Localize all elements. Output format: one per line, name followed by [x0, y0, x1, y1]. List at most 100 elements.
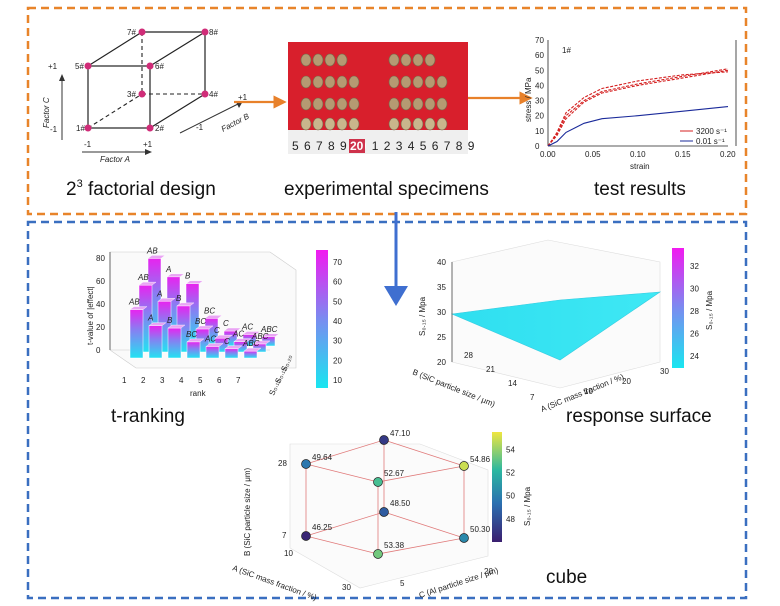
factor-c-arrow-icon [59, 74, 65, 81]
specimen-pellet [388, 117, 400, 131]
rs-y-tick: 28 [464, 351, 473, 360]
y-tick-label: 20 [535, 112, 544, 121]
rs-surface [450, 291, 662, 361]
tr-bar [148, 325, 163, 359]
specimen-pellet [348, 75, 360, 89]
tr-bar-top [157, 298, 176, 302]
rs-z-tick: 20 [437, 358, 446, 367]
vertex-label-2: 2# [155, 124, 164, 133]
cube-point-label: 48.50 [390, 499, 411, 508]
vertex-8 [201, 28, 209, 36]
cube-point-label: 54.86 [470, 455, 491, 464]
series-line [547, 106, 729, 147]
specimen-pellets [300, 53, 448, 131]
specimen-pellet [336, 97, 348, 111]
y-tick-label: 30 [535, 97, 544, 106]
tr-bar [224, 348, 239, 359]
specimen-pellet [336, 75, 348, 89]
cube-vertices [84, 28, 209, 132]
tr-y-label: t-value of |effect| [86, 286, 95, 345]
factor-b-axis [179, 102, 241, 134]
series-line [547, 71, 729, 147]
specimen-pellet [400, 75, 412, 89]
tr-x-tick: 2 [141, 376, 146, 385]
tr-x-tick: 6 [217, 376, 222, 385]
factor-c-plus: +1 [48, 62, 58, 71]
vertex-3 [138, 90, 146, 98]
tr-bar-label: C [214, 326, 220, 335]
bottom-panel-border [26, 220, 748, 600]
tr-bar-top [205, 343, 224, 347]
cube-z-label: A (SiC mass fraction / %) [231, 563, 318, 602]
top-panel-border [26, 6, 748, 216]
tr-bar-label: ABC [260, 325, 278, 334]
legend-high-rate: 3200 s⁻¹ [696, 127, 727, 136]
legend-low-rate: 0.01 s⁻¹ [696, 137, 725, 146]
cube-point [373, 549, 383, 559]
cube-point [373, 477, 383, 487]
cube-xtick-5: 5 [400, 579, 405, 588]
x-tick-label: 0.00 [540, 150, 556, 159]
tr-bar-label: B [176, 294, 182, 303]
tr-bar-top [185, 280, 204, 284]
cube-point [301, 531, 311, 541]
tr-bar [167, 327, 182, 359]
specimen-pellet [312, 53, 324, 67]
tr-bar-label: ABC [242, 339, 260, 348]
rs-x-tick: 30 [660, 367, 669, 376]
vertex-1 [84, 124, 92, 132]
chart-title: 1# [562, 46, 571, 55]
tr-x-tick: 5 [198, 376, 203, 385]
tr-bar-label: ABC [251, 332, 269, 341]
rs-y-tick: 7 [530, 393, 535, 402]
factor-a-minus: -1 [84, 140, 92, 149]
y-axis-label: stress / MPa [524, 77, 533, 122]
rs-z-tick: 30 [437, 308, 446, 317]
tr-bar-top [138, 281, 157, 286]
rs-z-tick: 25 [437, 333, 446, 342]
cube-colorbar-tick: 54 [506, 445, 515, 454]
tr-bar-top [195, 325, 214, 330]
tr-x-tick: 1 [122, 376, 127, 385]
cube-edges [87, 31, 206, 129]
tr-bar-top [167, 324, 186, 329]
factor-c-minus: -1 [50, 125, 58, 134]
ruler-highlight-label: 20 [350, 139, 364, 153]
tr-colorbar-tick: 60 [333, 278, 342, 287]
tr-bar-top [129, 306, 148, 310]
factor-a-arrow-icon [145, 149, 152, 155]
tr-bar [129, 309, 144, 359]
factorial-cube-diagram: 1# 2# 3# 4# 5# 6# 7# 8# +1 -1 -1 +1 -1 +… [42, 28, 251, 164]
cube-point [459, 533, 469, 543]
tr-bar-top [204, 315, 223, 319]
tr-bar-top [233, 338, 252, 342]
specimen-pellet [312, 117, 324, 131]
specimen-pellet [336, 53, 348, 67]
rs-colorbar-tick: 28 [690, 307, 699, 316]
factor-a-plus: +1 [143, 140, 153, 149]
cube-point [459, 461, 469, 471]
tr-bar-label: AB [128, 298, 140, 307]
cube-scatter-chart: 49.64 47.10 52.67 54.86 46.25 48.50 53.38 50.30… [231, 429, 532, 602]
caption-test-results: test results [594, 179, 686, 200]
rs-colorbar [672, 248, 684, 368]
tr-bar-top [166, 273, 185, 278]
rs-z-tick: 35 [437, 283, 446, 292]
rs-colorbar-label: S₀.₁₅ / Mpa [705, 290, 714, 330]
tr-bar-label: BC [204, 306, 215, 315]
caption-specimens: experimental specimens [284, 179, 489, 200]
cube-box [289, 443, 489, 589]
specimen-pellet [336, 117, 348, 131]
cube-point-label: 46.25 [312, 523, 333, 532]
specimen-pellet [300, 75, 312, 89]
specimen-pellet [400, 53, 412, 67]
specimen-pellet [388, 97, 400, 111]
specimen-pellet [436, 117, 448, 131]
tr-bar-label: AC [232, 330, 244, 339]
tr-bar-label: C [223, 319, 229, 328]
cube-point-label: 47.10 [390, 429, 411, 438]
cube-point [301, 459, 311, 469]
tr-y-tick: 80 [96, 254, 105, 263]
specimen-pellet [300, 53, 312, 67]
vertex-label-6: 6# [155, 62, 164, 71]
